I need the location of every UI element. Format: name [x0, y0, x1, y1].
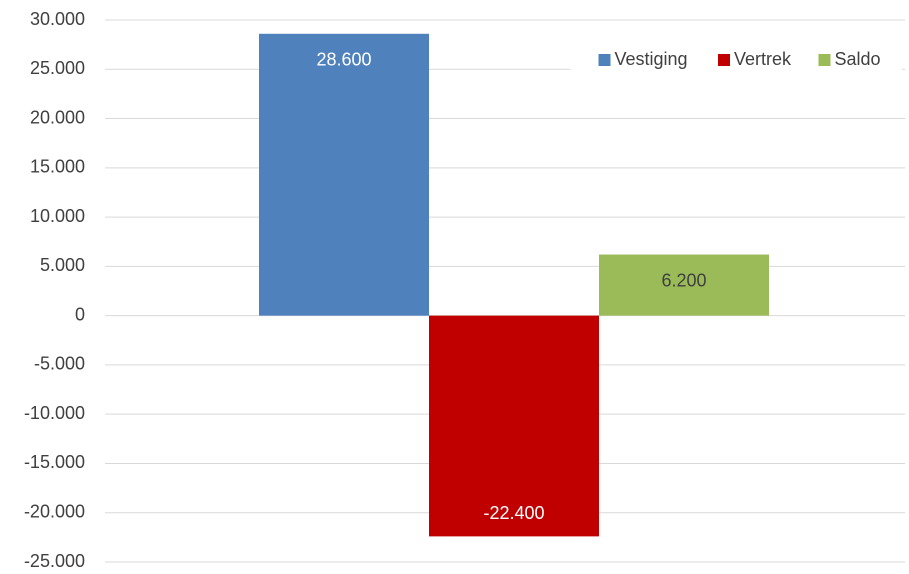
bar [429, 315, 599, 537]
data-label: 6.200 [661, 270, 706, 290]
y-tick-label: 30.000 [30, 9, 85, 29]
legend-label: Saldo [835, 49, 881, 69]
legend-label: Vestiging [615, 49, 688, 69]
y-tick-label: -25.000 [24, 551, 85, 571]
legend-background [570, 44, 902, 76]
bar [259, 33, 429, 316]
y-tick-label: 5.000 [40, 255, 85, 275]
data-label: 28.600 [316, 50, 371, 70]
data-label: -22.400 [483, 503, 544, 523]
legend-swatch [598, 54, 611, 66]
y-tick-label: -10.000 [24, 403, 85, 423]
y-tick-label: 10.000 [30, 206, 85, 226]
legend-swatch [718, 54, 730, 66]
y-tick-label: 15.000 [30, 157, 85, 177]
y-tick-label: -5.000 [34, 354, 85, 374]
y-tick-label: 25.000 [30, 58, 85, 78]
legend-swatch [818, 54, 831, 66]
y-tick-label: 0 [75, 304, 85, 324]
bar [599, 254, 769, 316]
legend-label: Vertrek [734, 49, 792, 69]
y-tick-label: -15.000 [24, 452, 85, 472]
y-tick-label: -20.000 [24, 501, 85, 521]
y-tick-label: 20.000 [30, 107, 85, 127]
